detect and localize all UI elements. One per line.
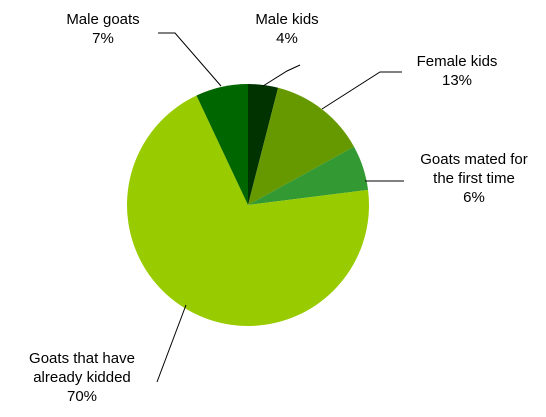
- leader-line-5: [158, 32, 222, 87]
- leader-line-2: [321, 71, 402, 110]
- slice-name-line: already kidded: [33, 369, 131, 386]
- slice-label-1: Male kids 4%: [255, 11, 318, 47]
- slice-name-line: Male kids: [255, 11, 318, 28]
- pie-slice-1: [248, 84, 279, 205]
- slice-name-line: Female kids: [417, 53, 498, 70]
- pie-slices: [127, 84, 370, 327]
- slice-value-label: 4%: [276, 30, 298, 47]
- slice-label-5: Male goats 7%: [66, 11, 139, 47]
- slice-name-line: Male goats: [66, 11, 139, 28]
- slice-label-4: Goats that have already kidded 70%: [29, 350, 135, 405]
- slice-label-2: Female kids 13%: [417, 53, 498, 89]
- pie-slice-2: [248, 87, 355, 205]
- leader-lines: [156, 32, 404, 383]
- pie-slice-5: [196, 84, 248, 205]
- slice-label-3: Goats mated for the first time 6%: [420, 151, 528, 206]
- pie-slice-4: [127, 95, 370, 327]
- slice-name-line: Goats that have: [29, 350, 135, 367]
- slice-labels: Male kids 4% Female kids 13% Goats mated for…: [29, 11, 528, 405]
- slice-value-label: 13%: [442, 72, 472, 89]
- slice-value-label: 7%: [92, 30, 114, 47]
- slice-value-label: 6%: [463, 189, 485, 206]
- leader-line-1: [262, 64, 301, 87]
- slice-name-line: the first time: [433, 170, 515, 187]
- slice-name-line: Goats mated for: [420, 151, 528, 168]
- pie-slice-3: [248, 146, 369, 205]
- leader-line-4: [156, 304, 187, 383]
- slice-value-label: 70%: [67, 388, 97, 405]
